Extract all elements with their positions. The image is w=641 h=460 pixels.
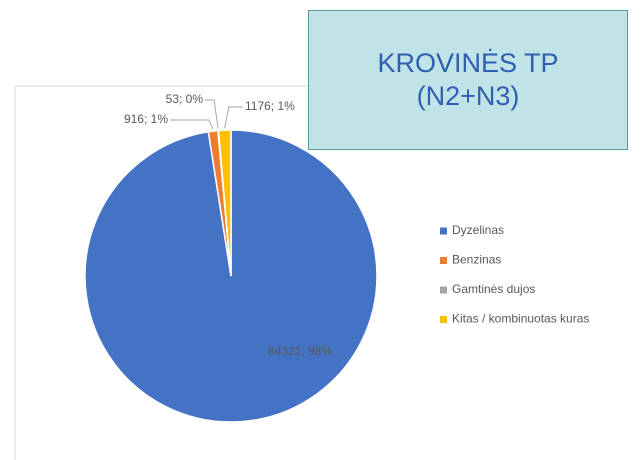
legend-label: Dyzelinas xyxy=(452,223,504,237)
leader-line xyxy=(224,106,243,129)
legend-swatch xyxy=(440,227,447,235)
leader-line xyxy=(170,119,214,130)
title-box: KROVINĖS TP (N2+N3) xyxy=(308,10,628,150)
data-label: 916; 1% xyxy=(124,112,168,126)
data-label: 1176; 1% xyxy=(245,99,295,113)
legend-label: Benzinas xyxy=(452,253,501,267)
leader-line xyxy=(205,99,219,129)
pie-slice xyxy=(217,129,232,277)
legend-swatch xyxy=(440,286,447,294)
data-label: 53; 0% xyxy=(166,92,204,106)
legend-label: Kitas / kombinuotas kuras xyxy=(452,312,589,326)
chart-title: KROVINĖS TP (N2+N3) xyxy=(377,48,559,111)
data-label: 84321; 98% xyxy=(268,344,332,358)
legend-swatch xyxy=(440,316,447,323)
legend-swatch xyxy=(440,257,447,264)
legend-label: Gamtinės dujos xyxy=(452,282,535,296)
